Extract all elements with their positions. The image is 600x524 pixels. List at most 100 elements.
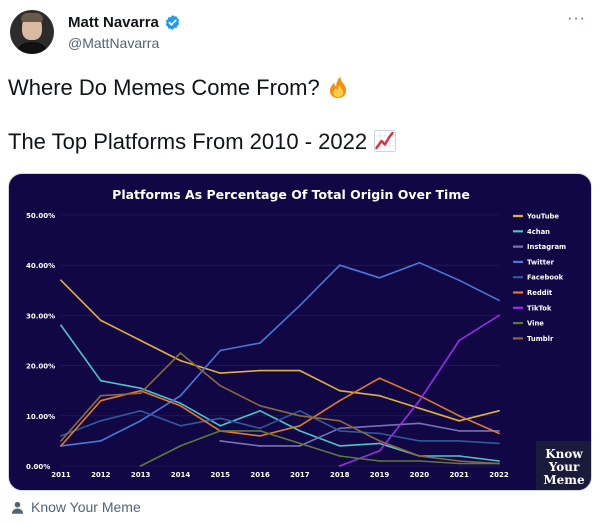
- data-point-4chan: [458, 455, 461, 457]
- more-options-icon[interactable]: ···: [567, 10, 586, 27]
- data-point-reddit: [498, 432, 500, 435]
- data-point-facebook: [378, 432, 381, 435]
- x-tick-label: 2013: [131, 471, 151, 479]
- data-point-facebook: [458, 440, 461, 442]
- author-name-row: Matt Navarra: [68, 14, 181, 31]
- legend-label-facebook: Facebook: [527, 274, 564, 282]
- data-point-reddit: [338, 399, 341, 402]
- data-point-instagram: [299, 445, 301, 447]
- y-tick-label: 20.00%: [26, 363, 55, 371]
- data-point-tumblr: [179, 352, 182, 354]
- data-point-youtube: [259, 369, 261, 372]
- data-point-twitter: [219, 349, 222, 352]
- x-tick-label: 2019: [370, 471, 390, 479]
- data-point-facebook: [299, 409, 301, 412]
- y-tick-label: 50.00%: [26, 212, 55, 220]
- data-point-twitter: [179, 394, 182, 397]
- data-point-reddit: [458, 414, 461, 417]
- y-tick-label: 10.00%: [26, 413, 55, 421]
- data-point-tumblr: [60, 440, 62, 442]
- data-point-youtube: [458, 419, 461, 422]
- data-point-4chan: [259, 409, 261, 412]
- data-point-vine: [139, 465, 142, 467]
- data-point-instagram: [338, 427, 341, 430]
- tweet-line-2: The Top Platforms From 2010 - 2022: [8, 128, 592, 156]
- media-attribution[interactable]: Know Your Meme: [10, 499, 141, 515]
- data-point-tumblr: [338, 419, 341, 422]
- avatar-face: [22, 16, 42, 40]
- data-point-vine: [458, 462, 461, 465]
- x-tick-label: 2012: [91, 471, 111, 479]
- chart-increasing-icon: [374, 130, 397, 152]
- data-point-reddit: [179, 404, 182, 407]
- author-handle[interactable]: @MattNavarra: [68, 35, 160, 51]
- watermark-word: Your: [548, 460, 580, 474]
- data-point-reddit: [99, 399, 102, 402]
- legend-label-vine: Vine: [527, 320, 544, 328]
- data-point-twitter: [259, 342, 261, 344]
- x-tick-label: 2015: [211, 471, 231, 479]
- data-point-youtube: [60, 279, 62, 282]
- data-point-reddit: [418, 394, 421, 397]
- data-point-twitter: [338, 264, 341, 267]
- data-point-tiktok: [418, 399, 421, 402]
- x-tick-label: 2017: [290, 471, 310, 479]
- data-point-4chan: [179, 402, 182, 405]
- data-point-youtube: [378, 394, 381, 397]
- data-point-4chan: [219, 424, 222, 427]
- watermark-word: Meme: [543, 473, 585, 487]
- data-point-vine: [219, 429, 222, 432]
- tweet-line-1: Where Do Memes Come From?: [8, 75, 326, 100]
- data-point-instagram: [378, 424, 381, 427]
- data-point-vine: [259, 429, 261, 432]
- data-point-reddit: [139, 389, 142, 392]
- data-point-facebook: [99, 419, 102, 422]
- data-point-facebook: [60, 434, 62, 437]
- data-point-youtube: [338, 389, 341, 392]
- data-point-instagram: [219, 440, 222, 442]
- data-point-4chan: [99, 379, 102, 382]
- series-line-youtube: [60, 279, 500, 422]
- data-point-youtube: [418, 407, 421, 410]
- line-chart: Platforms As Percentage Of Total Origin …: [26, 187, 591, 490]
- avatar-hair: [21, 13, 43, 22]
- data-point-youtube: [219, 372, 222, 375]
- data-point-4chan: [338, 445, 341, 447]
- data-point-tiktok: [338, 465, 341, 467]
- data-point-twitter: [458, 279, 461, 282]
- series-line-facebook: [60, 410, 500, 445]
- data-point-reddit: [299, 424, 301, 427]
- legend-label-4chan: 4chan: [527, 228, 550, 236]
- x-tick-label: 2018: [330, 471, 350, 479]
- verified-badge-icon: [165, 15, 180, 30]
- chart-image[interactable]: Platforms As Percentage Of Total Origin …: [8, 173, 592, 491]
- series-line-reddit: [60, 377, 500, 447]
- author-name[interactable]: Matt Navarra: [68, 14, 159, 31]
- legend-label-tumblr: Tumblr: [527, 335, 554, 343]
- data-point-tiktok: [498, 314, 500, 317]
- y-tick-label: 40.00%: [26, 262, 55, 270]
- avatar[interactable]: [10, 10, 54, 54]
- data-point-vine: [299, 442, 301, 445]
- data-point-4chan: [60, 324, 62, 327]
- tweet-text: Where Do Memes Come From? The Top Platfo…: [8, 74, 592, 156]
- tweet-line-2-text: The Top Platforms From 2010 - 2022: [8, 129, 374, 154]
- series-line-vine: [140, 430, 499, 467]
- data-point-4chan: [378, 442, 381, 445]
- data-point-tiktok: [458, 339, 461, 342]
- data-point-4chan: [299, 429, 301, 432]
- data-point-tumblr: [418, 455, 421, 457]
- data-point-vine: [338, 455, 341, 457]
- data-point-tumblr: [299, 414, 301, 417]
- data-point-youtube: [139, 339, 142, 342]
- legend-label-tiktok: TikTok: [527, 304, 552, 312]
- data-point-instagram: [259, 445, 261, 447]
- avatar-shirt: [14, 42, 50, 54]
- y-tick-label: 0.00%: [26, 463, 50, 471]
- data-point-youtube: [498, 409, 500, 412]
- data-point-tumblr: [139, 392, 142, 395]
- data-point-reddit: [60, 445, 62, 447]
- x-tick-label: 2014: [171, 471, 191, 479]
- x-tick-label: 2016: [250, 471, 270, 479]
- fire-emoji-icon: [329, 76, 346, 98]
